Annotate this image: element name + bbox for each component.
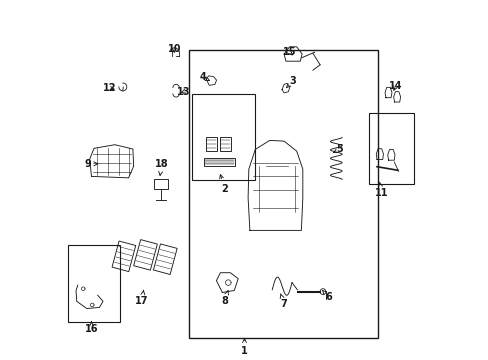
Bar (133, 240, 157, 270)
Text: 14: 14 (388, 81, 402, 91)
Bar (368, 113, 413, 184)
Text: 17: 17 (135, 290, 148, 306)
Text: 15: 15 (282, 47, 296, 57)
Text: 18: 18 (155, 159, 168, 175)
Text: 5: 5 (333, 144, 343, 154)
Text: 8: 8 (221, 290, 228, 306)
Bar (188, 50, 377, 338)
Text: 2: 2 (219, 175, 227, 194)
Bar (112, 241, 136, 271)
Bar (220, 137, 231, 151)
Bar (203, 158, 234, 166)
Text: 4: 4 (199, 72, 209, 82)
Text: 9: 9 (84, 159, 98, 169)
Text: 13: 13 (176, 87, 190, 97)
Text: 16: 16 (84, 321, 98, 334)
Bar (153, 244, 177, 274)
Bar (68, 245, 120, 322)
Text: 6: 6 (322, 291, 332, 302)
Text: 10: 10 (167, 44, 181, 54)
Text: 1: 1 (241, 339, 247, 356)
Bar (192, 94, 255, 180)
Bar (153, 179, 168, 189)
Text: 12: 12 (102, 83, 116, 93)
Text: 3: 3 (286, 76, 296, 87)
Bar (205, 137, 216, 151)
Text: 7: 7 (280, 294, 287, 309)
Text: 11: 11 (374, 182, 388, 198)
